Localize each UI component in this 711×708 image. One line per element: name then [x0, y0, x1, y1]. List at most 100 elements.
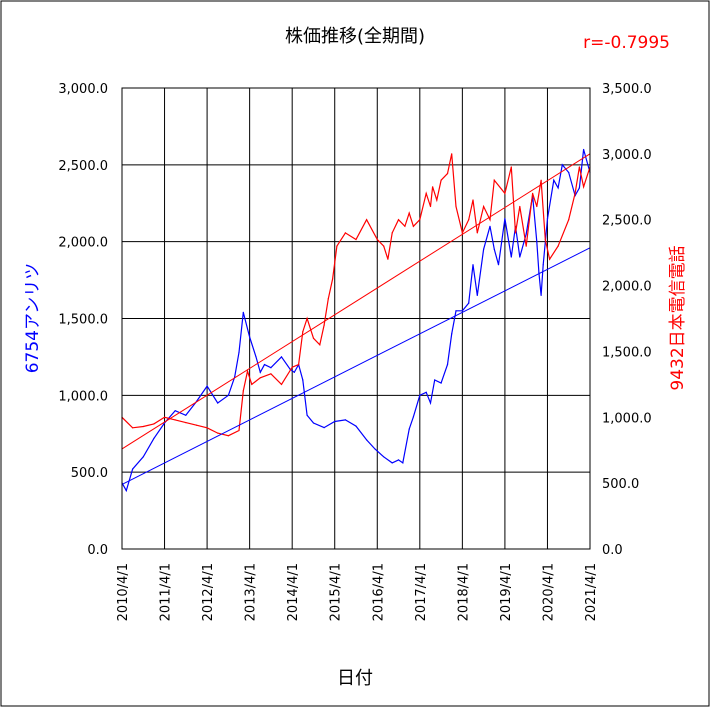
- data-point-ntt: [312, 337, 315, 339]
- data-point-anritsu: [434, 379, 436, 381]
- x-tick-label: 2017/4/1: [414, 563, 429, 621]
- x-tick-label: 2015/4/1: [329, 563, 344, 621]
- series-layer: [121, 148, 591, 493]
- data-point-ntt: [432, 186, 434, 188]
- data-point-ntt: [174, 419, 176, 421]
- data-point-ntt: [323, 324, 325, 326]
- data-point-anritsu: [429, 402, 432, 404]
- data-point-anritsu: [323, 427, 325, 429]
- data-point-ntt: [504, 192, 506, 194]
- data-point-ntt: [195, 424, 198, 426]
- data-point-ntt: [391, 232, 393, 234]
- data-point-ntt: [344, 232, 346, 234]
- data-point-ntt: [455, 205, 457, 208]
- series-line-anritsu: [121, 149, 591, 493]
- data-point-anritsu: [540, 294, 542, 296]
- data-point-anritsu: [536, 241, 538, 243]
- data-point-ntt: [217, 432, 219, 434]
- data-point-ntt: [246, 370, 249, 372]
- data-point-anritsu: [583, 148, 585, 151]
- data-point-ntt: [557, 245, 559, 247]
- left-tick-label: 0.0: [87, 543, 108, 558]
- data-point-ntt: [336, 245, 338, 247]
- data-point-anritsu: [391, 462, 393, 464]
- data-point-ntt: [238, 429, 240, 432]
- data-point-ntt: [383, 245, 385, 247]
- data-point-anritsu: [461, 310, 463, 312]
- x-tick-label: 2012/4/1: [201, 563, 216, 621]
- data-point-anritsu: [455, 310, 457, 312]
- x-tick-label: 2011/4/1: [159, 563, 174, 621]
- data-point-anritsu: [557, 187, 559, 189]
- data-point-anritsu: [538, 271, 540, 273]
- trendline-anritsu: [121, 247, 591, 485]
- data-point-anritsu: [366, 439, 368, 441]
- right-tick-label: 2,500.0: [602, 214, 652, 229]
- data-point-ntt: [412, 225, 414, 227]
- x-tick-label: 2016/4/1: [371, 563, 386, 621]
- data-point-anritsu: [402, 462, 404, 464]
- plot-area-border: [121, 87, 591, 550]
- data-point-anritsu: [489, 225, 491, 227]
- data-point-anritsu: [472, 264, 474, 266]
- data-point-anritsu: [419, 394, 421, 396]
- data-point-ntt: [451, 153, 453, 155]
- correlation-label: r=-0.7995: [583, 33, 670, 53]
- data-point-ntt: [376, 238, 378, 241]
- x-axis-title: 日付: [337, 668, 373, 689]
- data-point-anritsu: [408, 428, 410, 430]
- data-point-anritsu: [374, 448, 376, 450]
- left-tick-label: 2,000.0: [58, 236, 108, 251]
- data-point-anritsu: [302, 379, 304, 381]
- data-point-ntt: [532, 192, 534, 194]
- data-point-ntt: [259, 377, 261, 379]
- data-point-anritsu: [206, 385, 208, 387]
- right-axis-ticks: 0.0 500.0 1,000.0 1,500.0 2,000.0 2,500.0 3,00…: [602, 82, 652, 558]
- data-point-ntt: [425, 192, 427, 194]
- data-point-ntt: [429, 205, 432, 208]
- data-point-ntt: [525, 245, 527, 247]
- data-point-ntt: [578, 166, 581, 168]
- right-tick-label: 0.0: [602, 543, 623, 558]
- data-point-anritsu: [397, 459, 400, 461]
- data-point-ntt: [298, 364, 300, 366]
- data-point-anritsu: [542, 264, 544, 266]
- data-point-anritsu: [242, 311, 244, 313]
- data-point-anritsu: [525, 233, 527, 235]
- data-point-anritsu: [132, 468, 134, 470]
- data-point-anritsu: [519, 256, 521, 258]
- x-tick-label: 2014/4/1: [286, 563, 301, 621]
- left-tick-label: 500.0: [71, 466, 108, 481]
- data-point-ntt: [387, 258, 389, 260]
- data-point-ntt: [483, 205, 485, 208]
- data-point-ntt: [514, 232, 517, 234]
- data-point-anritsu: [344, 419, 346, 421]
- data-point-anritsu: [561, 164, 563, 166]
- data-point-ntt: [583, 186, 585, 188]
- x-tick-label: 2018/4/1: [456, 563, 471, 621]
- data-point-anritsu: [249, 336, 251, 338]
- data-point-anritsu: [510, 256, 512, 258]
- data-point-anritsu: [553, 179, 555, 181]
- data-point-anritsu: [142, 456, 144, 458]
- data-point-ntt: [132, 427, 134, 429]
- data-point-ntt: [206, 427, 208, 429]
- data-point-anritsu: [238, 351, 240, 353]
- data-point-anritsu: [355, 425, 357, 427]
- x-tick-label: 2021/4/1: [584, 563, 599, 621]
- right-tick-label: 500.0: [602, 477, 639, 492]
- x-tick-label: 2019/4/1: [499, 563, 514, 621]
- data-point-anritsu: [412, 416, 414, 418]
- data-point-anritsu: [293, 371, 295, 373]
- data-point-ntt: [468, 219, 470, 221]
- data-point-ntt: [472, 199, 474, 201]
- data-point-anritsu: [578, 187, 581, 189]
- data-point-ntt: [489, 219, 491, 221]
- data-point-anritsu: [227, 394, 229, 396]
- data-point-ntt: [568, 219, 570, 221]
- data-point-anritsu: [255, 356, 257, 358]
- data-point-ntt: [319, 344, 321, 346]
- data-point-anritsu: [312, 422, 315, 424]
- right-tick-label: 2,000.0: [602, 280, 652, 295]
